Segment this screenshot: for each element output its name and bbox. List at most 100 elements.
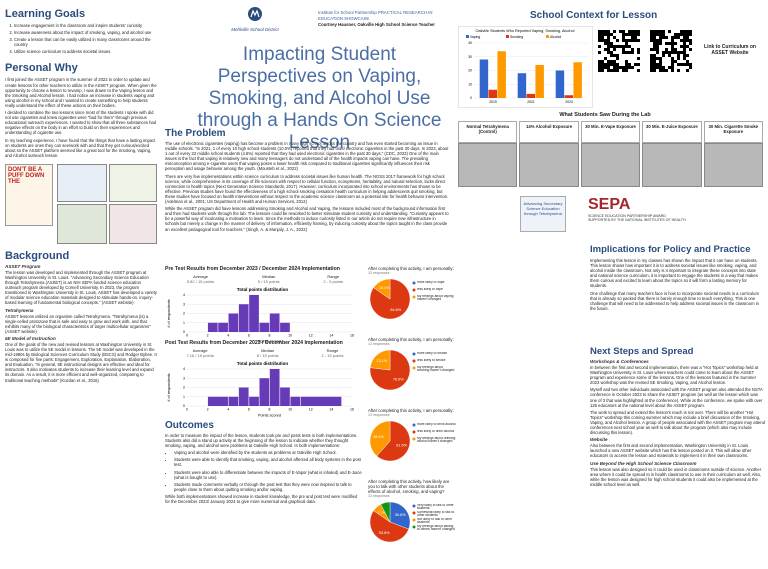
pie-subtitle: 13 responses bbox=[368, 271, 390, 275]
qr-cell bbox=[616, 57, 619, 60]
qr-cell bbox=[607, 66, 610, 69]
qr-cell bbox=[607, 51, 610, 54]
qr-cell bbox=[604, 63, 607, 66]
qr-cell bbox=[637, 51, 640, 54]
qr-cell bbox=[653, 30, 656, 33]
qr-cell bbox=[619, 66, 622, 69]
legend-item: Somewhat likely to talk to other student… bbox=[417, 511, 454, 517]
qr-cell bbox=[610, 42, 613, 45]
qr-cell bbox=[665, 42, 668, 45]
x-tick-label: 14 bbox=[329, 334, 333, 338]
heading: Background bbox=[5, 249, 70, 262]
bar bbox=[269, 313, 280, 332]
qr-cell bbox=[686, 63, 689, 66]
paragraph: One challenge that many teachers face is… bbox=[590, 290, 759, 311]
bar bbox=[479, 59, 489, 98]
personal-text: I first joined the ASSET program in the … bbox=[5, 77, 157, 157]
qr-cell bbox=[665, 51, 668, 54]
y-tick-label: 0 bbox=[183, 404, 185, 408]
qr-cell bbox=[598, 45, 601, 48]
legend-label: less likely to drink alcohol bbox=[417, 429, 455, 433]
x-tick-label: 4 bbox=[227, 334, 229, 338]
header-info: Institute for School Partnership PRACTIC… bbox=[318, 10, 458, 28]
y-tick-label: 20 bbox=[468, 69, 472, 73]
qr-cell bbox=[613, 48, 616, 51]
histogram-subtitle: Total points distribution bbox=[237, 287, 288, 292]
qr-cell bbox=[601, 69, 604, 72]
heading: Outcomes bbox=[165, 420, 214, 431]
qr-cell bbox=[683, 42, 686, 45]
y-tick-label: 4 bbox=[183, 293, 185, 297]
stat: Range 2 - 9 points bbox=[323, 274, 343, 284]
paragraph: The lesson was developed and implemented… bbox=[5, 269, 157, 306]
legend-label: more likely to smoke bbox=[417, 351, 448, 355]
paragraph: The work to spread and extend the lesson… bbox=[590, 409, 765, 436]
legend-item: My feelings about smoking haven't change… bbox=[417, 366, 454, 372]
qr-cell bbox=[662, 30, 665, 33]
qr-cell bbox=[601, 60, 604, 63]
pie-title: After completing this activity, how like… bbox=[368, 479, 450, 494]
qr-cell bbox=[604, 42, 607, 45]
qr-cell bbox=[625, 63, 628, 66]
qr-cell bbox=[622, 30, 625, 33]
saw-label: 30 Min. E-Vape Exposure bbox=[580, 121, 641, 143]
y-tick-label: 30 bbox=[468, 55, 472, 59]
qr-cell bbox=[622, 39, 625, 42]
legend-item: My feelings about talking to others have… bbox=[417, 524, 455, 532]
legend-label: My feelings about talking to others have… bbox=[417, 524, 455, 532]
outcomes-list: Vaping and alcohol were identified by th… bbox=[165, 450, 363, 492]
qr-cell bbox=[631, 39, 634, 42]
qr-cell bbox=[686, 54, 689, 57]
qr-cell bbox=[656, 48, 659, 51]
y-tick-label: 2 bbox=[183, 386, 185, 390]
qr-cell bbox=[628, 30, 631, 33]
legend-item: more likely to smoke bbox=[417, 351, 448, 355]
heading: Personal Why bbox=[5, 62, 78, 75]
bar bbox=[207, 396, 228, 406]
qr-cell bbox=[656, 66, 659, 69]
qr-cell bbox=[613, 69, 616, 72]
pie-chart: 30.8% 53.8% 7.7% Very likely to talk to oth… bbox=[369, 501, 455, 543]
y-tick-label: 1 bbox=[183, 395, 185, 399]
bar bbox=[249, 396, 259, 406]
qr-cell bbox=[619, 30, 622, 33]
qr-cell bbox=[616, 45, 619, 48]
qr-cell bbox=[598, 33, 601, 36]
pie-slice bbox=[369, 510, 409, 543]
subheading: Tetrahymena bbox=[5, 307, 34, 313]
bullet: Students were also able to differentiate… bbox=[174, 470, 363, 480]
qr-cell bbox=[683, 36, 686, 39]
qr-cell bbox=[653, 63, 656, 66]
pie-subtitle: 13 responses bbox=[368, 494, 390, 498]
qr-cell bbox=[598, 39, 601, 42]
bar bbox=[488, 89, 498, 98]
legend-item: My feelings about drinking alcohol haven… bbox=[417, 437, 455, 443]
legend-swatch bbox=[546, 35, 549, 38]
qr-cell bbox=[625, 39, 628, 42]
qr-cell bbox=[659, 33, 662, 36]
bar bbox=[280, 322, 290, 332]
qr-cell bbox=[622, 33, 625, 36]
qr-cell bbox=[637, 69, 640, 72]
problem-text: The use of electronic cigarettes (vaping… bbox=[165, 141, 450, 232]
legend-item: more likely to vape bbox=[417, 281, 445, 284]
qr-cell bbox=[637, 48, 640, 51]
subheading: Use Beyond the High School Science Class… bbox=[590, 460, 697, 466]
qr-cell bbox=[637, 33, 640, 36]
qr-cell bbox=[677, 33, 680, 36]
paragraph: In order to measure the impact of the le… bbox=[165, 433, 358, 449]
x-tick-label: 2021 bbox=[527, 100, 535, 104]
qr-cell bbox=[625, 66, 628, 69]
qr-cell bbox=[616, 63, 619, 66]
qr-cell bbox=[686, 39, 689, 42]
qr-cell bbox=[607, 30, 610, 33]
qr-cell bbox=[665, 48, 668, 51]
qr-cell bbox=[610, 51, 613, 54]
asset-logo: Advancing Secondary Science Education th… bbox=[520, 196, 566, 232]
stats: Average 7.16 / 15 points Median 8 / 15 poin… bbox=[165, 348, 365, 358]
qr-cell bbox=[628, 51, 631, 54]
legend-swatch bbox=[412, 437, 416, 441]
qr-cell bbox=[610, 60, 613, 63]
legend-item: Not likely to talk to other students bbox=[417, 518, 452, 524]
qr-cell bbox=[625, 69, 628, 72]
